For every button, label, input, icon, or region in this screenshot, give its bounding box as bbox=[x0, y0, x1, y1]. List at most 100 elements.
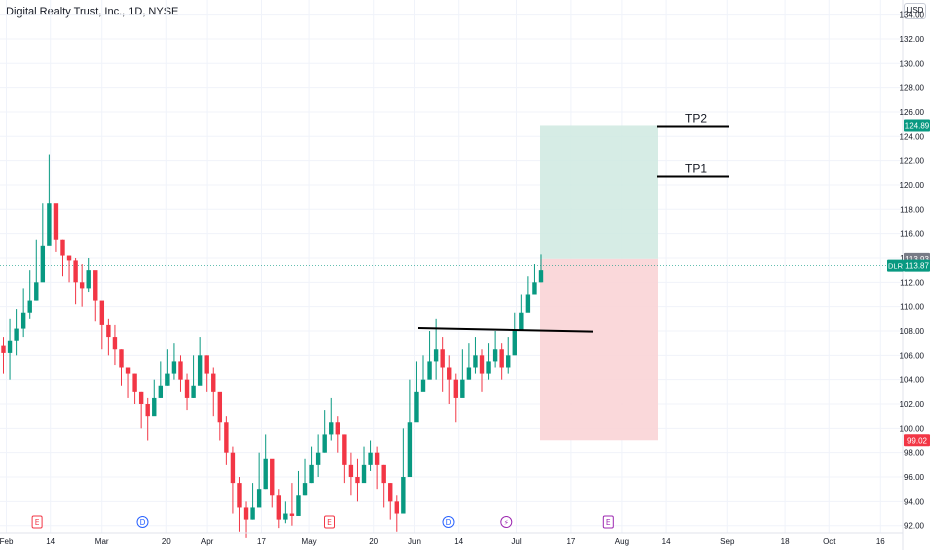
candle-body bbox=[532, 282, 537, 295]
y-tick-label: 108.00 bbox=[900, 327, 925, 336]
x-axis: 17Feb14Mar20Apr17May20Jun14Jul17Aug14Sep… bbox=[0, 537, 885, 546]
y-tick-label: 106.00 bbox=[900, 351, 925, 360]
candle-body bbox=[47, 203, 52, 246]
event-markers: E D E D ⚡ E bbox=[31, 515, 614, 529]
symbol-tag-bg bbox=[887, 259, 904, 272]
candlesticks bbox=[1, 154, 544, 538]
candle-body bbox=[453, 379, 458, 398]
candle-body bbox=[276, 495, 282, 520]
earnings-label: E bbox=[327, 518, 332, 527]
candle-body bbox=[224, 422, 229, 453]
breakout-line bbox=[417, 326, 594, 333]
x-tick-label: 17 bbox=[257, 537, 266, 546]
x-tick-label: Apr bbox=[201, 537, 214, 546]
candle-body bbox=[335, 422, 340, 435]
candle-body bbox=[479, 355, 485, 374]
candle-body bbox=[486, 361, 491, 374]
y-tick-label: 128.00 bbox=[900, 84, 925, 93]
candle-body bbox=[342, 434, 347, 465]
candle-body bbox=[263, 458, 268, 490]
candle-body bbox=[66, 255, 72, 261]
candle-body bbox=[106, 324, 111, 338]
earnings-label: E bbox=[606, 518, 611, 527]
x-tick-label: Jun bbox=[408, 537, 421, 546]
y-tick-label: 130.00 bbox=[900, 59, 925, 68]
candle-body bbox=[460, 379, 465, 398]
candle-body bbox=[492, 349, 498, 362]
y-tick-label: 124.00 bbox=[900, 132, 925, 141]
candle-body bbox=[348, 464, 354, 478]
candle-body bbox=[309, 464, 314, 484]
currency-button[interactable]: USD bbox=[904, 3, 926, 19]
earnings-icon bbox=[324, 515, 335, 529]
candle-body bbox=[499, 349, 504, 368]
candle-body bbox=[60, 239, 65, 256]
candle-body bbox=[296, 495, 301, 516]
candle-body bbox=[407, 422, 413, 478]
dividend-label: D bbox=[446, 518, 452, 527]
candle-body bbox=[329, 422, 334, 435]
candle-body bbox=[322, 434, 327, 453]
candle-body bbox=[20, 312, 26, 329]
y-tick-label: 126.00 bbox=[900, 108, 925, 117]
earnings-icon bbox=[602, 515, 614, 529]
candle-body bbox=[243, 507, 249, 520]
candle-body bbox=[401, 477, 406, 514]
x-tick-label: Sep bbox=[720, 537, 735, 546]
price-tag: 99.02 bbox=[907, 436, 928, 445]
x-tick-label: Aug bbox=[615, 537, 629, 546]
candle-body bbox=[191, 385, 196, 398]
price-tag: 113.93 bbox=[905, 255, 929, 264]
candle-body bbox=[289, 513, 295, 516]
y-tick-label: 104.00 bbox=[900, 376, 925, 385]
earnings-label: E bbox=[35, 518, 40, 527]
price-tag-bg bbox=[904, 434, 930, 447]
dividend-label: D bbox=[140, 518, 146, 527]
candle-body bbox=[93, 270, 98, 301]
candle-body bbox=[394, 501, 399, 514]
dividend-icon bbox=[442, 516, 455, 528]
candle-body bbox=[178, 361, 183, 380]
candle-body bbox=[237, 483, 242, 508]
candle-body bbox=[125, 367, 131, 374]
candle-body bbox=[1, 345, 6, 353]
y-tick-label: 120.00 bbox=[900, 181, 925, 190]
y-tick-label: 92.00 bbox=[904, 522, 925, 531]
symbol-tag: DLR bbox=[888, 262, 904, 271]
candle-body bbox=[512, 330, 517, 356]
dividend-icon bbox=[136, 516, 149, 528]
y-tick-label: 118.00 bbox=[900, 205, 924, 214]
candle-body bbox=[40, 245, 46, 283]
x-tick-label: Jul bbox=[511, 537, 521, 546]
candle-body bbox=[86, 270, 91, 289]
candle-body bbox=[355, 477, 360, 484]
candle-body bbox=[27, 300, 32, 313]
candle-body bbox=[519, 312, 524, 331]
split-icon bbox=[500, 516, 513, 528]
y-tick-label: 94.00 bbox=[904, 497, 925, 506]
level-label-tp1: TP1 bbox=[685, 161, 707, 175]
candle-body bbox=[138, 391, 144, 405]
x-tick-label: 14 bbox=[454, 537, 463, 546]
x-tick-label: 16 bbox=[876, 537, 885, 546]
candle-body bbox=[152, 397, 157, 417]
grid-lines bbox=[0, 0, 903, 533]
candle-body bbox=[145, 404, 150, 417]
drawn-lines: TP2 TP1 bbox=[417, 112, 729, 333]
y-tick-label: 132.00 bbox=[900, 35, 925, 44]
candle-body bbox=[119, 349, 124, 368]
x-tick-label: May bbox=[302, 537, 317, 546]
x-tick-label: 18 bbox=[781, 537, 790, 546]
candle-body bbox=[112, 337, 118, 350]
earnings-icon bbox=[31, 515, 43, 529]
loss-zone bbox=[540, 258, 658, 441]
candle-body bbox=[466, 367, 472, 380]
candle-body bbox=[132, 373, 137, 392]
y-tick-label: 134.00 bbox=[900, 11, 925, 20]
candle-body bbox=[473, 355, 478, 368]
candle-body bbox=[315, 452, 321, 465]
candle-body bbox=[538, 270, 544, 283]
y-tick-label: 110.00 bbox=[900, 303, 924, 312]
candle-body bbox=[217, 391, 223, 423]
